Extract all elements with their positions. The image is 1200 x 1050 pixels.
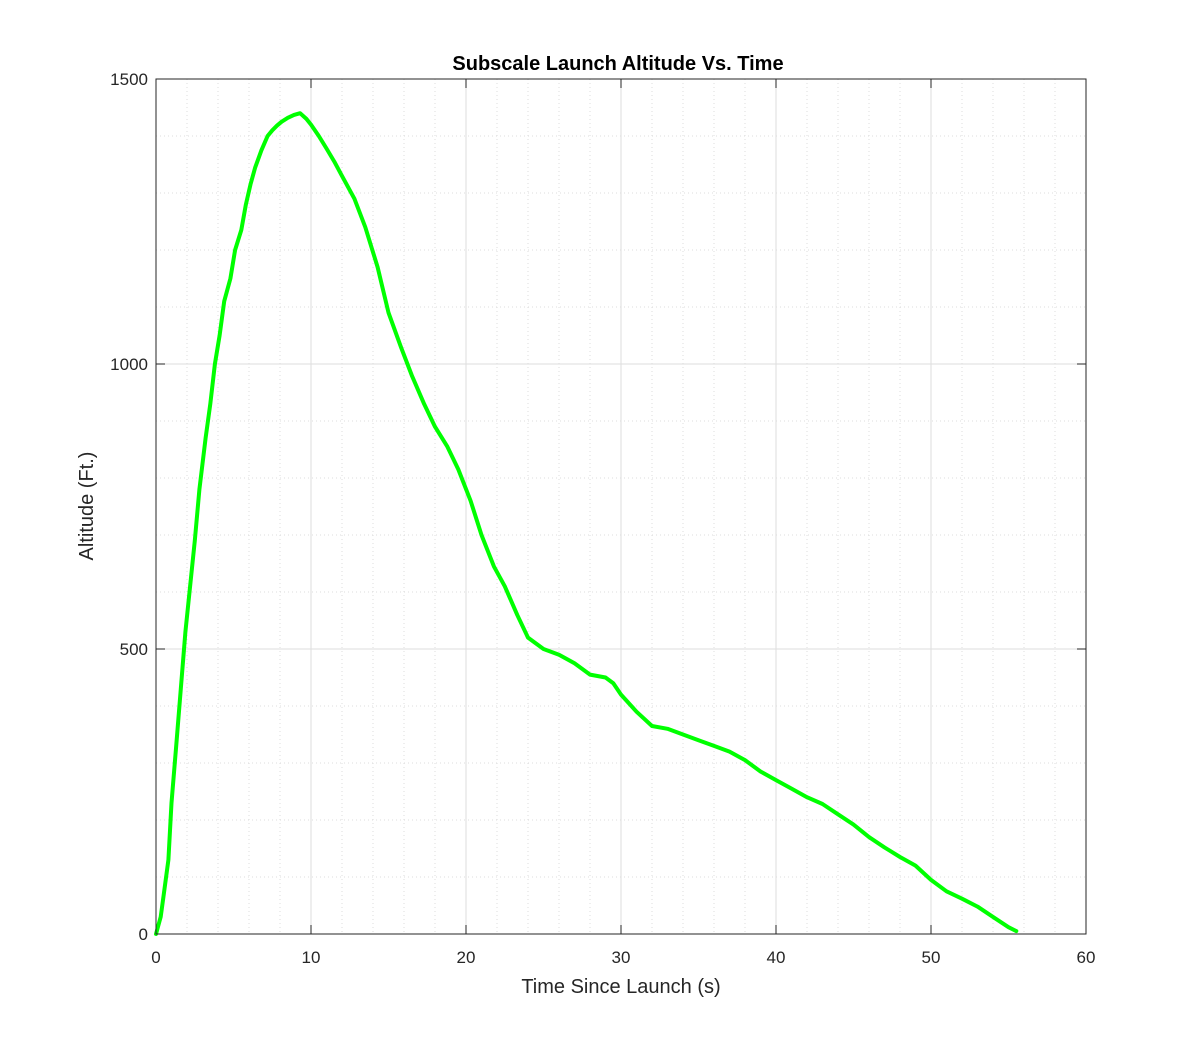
tick-labels: 0 10 20 30 40 50 60 0 500 1000 1500 (110, 70, 1095, 967)
axis-ticks (155, 78, 1087, 935)
altitude-series-line (154, 111, 1019, 936)
y-tick-label: 500 (120, 640, 148, 659)
y-tick-label: 1000 (110, 355, 148, 374)
series-layer (154, 111, 1019, 936)
x-tick-label: 60 (1077, 948, 1096, 967)
y-tick-label: 1500 (110, 70, 148, 89)
x-tick-label: 40 (767, 948, 786, 967)
x-tick-label: 50 (922, 948, 941, 967)
x-tick-label: 10 (302, 948, 321, 967)
chart-title: Subscale Launch Altitude Vs. Time (452, 53, 783, 75)
x-tick-label: 0 (151, 948, 160, 967)
x-tick-label: 30 (612, 948, 631, 967)
x-tick-label: 20 (457, 948, 476, 967)
y-axis-label: Altitude (Ft.) (76, 452, 98, 561)
x-axis-label: Time Since Launch (s) (521, 976, 720, 998)
y-tick-label: 0 (139, 925, 148, 944)
